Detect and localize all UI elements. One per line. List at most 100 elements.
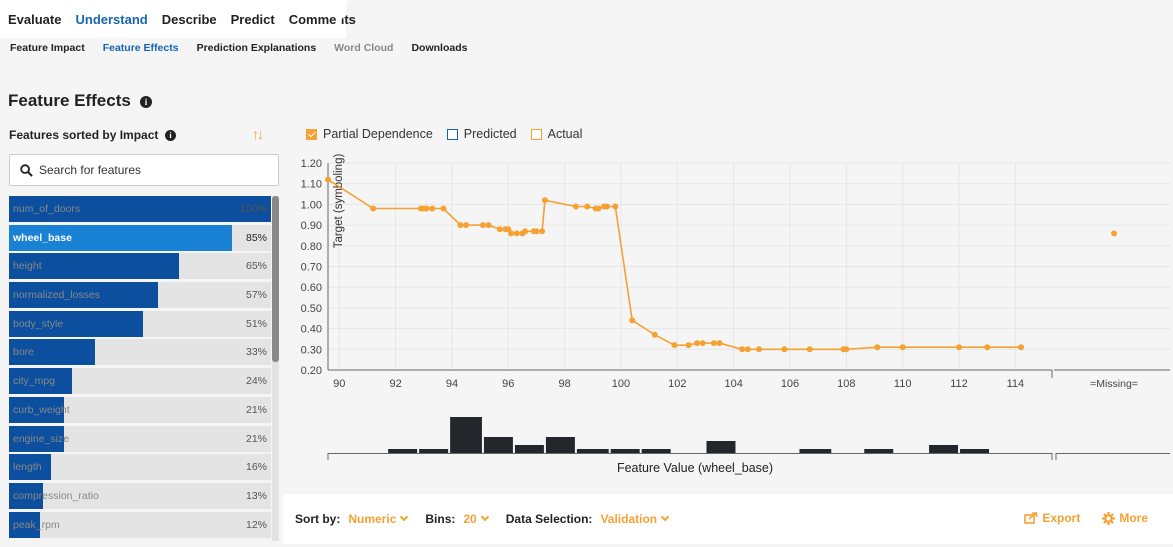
legend-actual-label: Actual xyxy=(547,127,583,141)
bottom-toolbar: Sort by: Numeric Bins: 20 Data Selection… xyxy=(283,494,1173,544)
y-axis-label: Target (symboling) xyxy=(333,154,345,249)
x-tick-label: 96 xyxy=(502,378,514,390)
feature-name: body_style xyxy=(13,317,64,330)
partial-dependence-point xyxy=(1018,344,1025,351)
partial-dependence-point xyxy=(694,340,701,347)
sort-by-value: Numeric xyxy=(348,512,397,526)
x-tick-label: 94 xyxy=(446,378,458,390)
partial-dependence-point xyxy=(485,222,492,229)
info-icon[interactable]: i xyxy=(140,96,152,108)
feature-row[interactable]: engine_size 21% xyxy=(9,425,271,452)
search-input[interactable] xyxy=(39,163,269,177)
partial-dependence-point xyxy=(874,344,881,351)
legend-partial-dependence[interactable]: Partial Dependence xyxy=(306,127,433,141)
partial-dependence-point xyxy=(440,205,447,212)
more-label: More xyxy=(1119,511,1148,525)
feature-name: height xyxy=(13,260,42,273)
gear-icon xyxy=(1102,511,1116,525)
subtab-word-cloud[interactable]: Word Cloud xyxy=(334,42,394,54)
x-tick-label: 106 xyxy=(781,378,799,390)
x-tick-label: 102 xyxy=(668,378,686,390)
feature-impact-pct: 16% xyxy=(245,461,267,474)
tab-predict[interactable]: Predict xyxy=(230,11,275,27)
y-tick-label: 0.40 xyxy=(301,324,322,336)
histogram-bar xyxy=(450,417,482,453)
feature-row[interactable]: body_style 51% xyxy=(9,310,271,337)
partial-dependence-point xyxy=(463,222,470,229)
bins-dropdown[interactable]: 20 xyxy=(463,512,489,526)
subtab-feature-impact[interactable]: Feature Impact xyxy=(10,42,85,54)
sort-direction-icon[interactable]: ↑↓ xyxy=(252,126,264,142)
tab-evaluate[interactable]: Evaluate xyxy=(8,11,62,27)
export-icon xyxy=(1024,512,1038,524)
partial-dependence-point xyxy=(899,344,906,351)
data-selection-label: Data Selection: xyxy=(505,512,593,526)
legend-partial-label: Partial Dependence xyxy=(323,127,433,141)
histogram-bar xyxy=(929,445,959,453)
top-nav-tail xyxy=(336,0,348,38)
impact-bar xyxy=(9,511,41,538)
scrollbar-thumb[interactable] xyxy=(272,196,279,362)
sidebar-info-icon[interactable]: i xyxy=(165,130,176,141)
partial-dependence-point xyxy=(513,230,520,237)
partial-dependence-point xyxy=(685,342,692,349)
impact-bar xyxy=(9,454,51,481)
subtab-prediction-explanations[interactable]: Prediction Explanations xyxy=(196,42,317,54)
subtab-downloads[interactable]: Downloads xyxy=(411,42,468,54)
feature-impact-pct: 57% xyxy=(245,289,267,302)
partial-dependence-point xyxy=(325,176,331,183)
feature-row[interactable]: bore 33% xyxy=(9,339,271,366)
partial-dependence-point xyxy=(539,228,546,235)
feature-name: bore xyxy=(13,346,35,359)
partial-dependence-point xyxy=(629,317,636,324)
actual-checkbox[interactable] xyxy=(530,128,542,140)
tab-understand[interactable]: Understand xyxy=(75,11,148,27)
feature-list: num_of_doors 100% wheel_base 85% height 65% no… xyxy=(9,196,271,541)
feature-row[interactable]: wheel_base 85% xyxy=(9,224,271,251)
partial-dependence-point xyxy=(984,344,991,351)
impact-bar xyxy=(9,396,65,423)
histogram-bar xyxy=(419,449,449,453)
feature-row[interactable]: curb_weight 21% xyxy=(9,396,271,423)
feature-name: city_mpg xyxy=(13,375,56,388)
partial-dependence-point xyxy=(423,205,430,212)
impact-bar xyxy=(9,224,232,251)
feature-row[interactable]: normalized_losses 57% xyxy=(9,282,271,309)
feature-impact-pct: 21% xyxy=(245,403,267,416)
legend-predicted[interactable]: Predicted xyxy=(446,127,517,141)
sort-by-dropdown[interactable]: Numeric xyxy=(348,512,409,526)
y-tick-label: 0.70 xyxy=(301,262,322,274)
data-selection-dropdown[interactable]: Validation xyxy=(600,512,670,526)
predicted-checkbox[interactable] xyxy=(446,128,458,140)
scrollbar-track[interactable] xyxy=(272,196,279,541)
y-tick-label: 1.10 xyxy=(301,179,322,191)
x-tick-label: 114 xyxy=(1007,378,1025,390)
impact-bar xyxy=(9,425,65,452)
feature-row[interactable]: num_of_doors 100% xyxy=(9,196,271,222)
top-nav: Evaluate Understand Describe Predict Com… xyxy=(0,0,356,38)
export-button[interactable]: Export xyxy=(1024,511,1080,525)
feature-row[interactable]: compression_ratio 13% xyxy=(9,482,271,509)
partial-dependence-point xyxy=(739,346,746,353)
feature-impact-pct: 51% xyxy=(245,317,267,330)
x-tick-label: 104 xyxy=(724,378,742,390)
impact-bar xyxy=(9,368,72,395)
subtab-feature-effects[interactable]: Feature Effects xyxy=(102,42,179,54)
sort-by-label: Sort by: xyxy=(295,512,341,526)
tab-describe[interactable]: Describe xyxy=(161,11,217,27)
feature-row[interactable]: city_mpg 24% xyxy=(9,368,271,395)
histogram-bar xyxy=(483,437,513,453)
bins-label: Bins: xyxy=(425,512,456,526)
toolbar-actions: Export More xyxy=(1002,511,1148,525)
feature-row[interactable]: length 16% xyxy=(9,454,271,481)
feature-name: wheel_base xyxy=(13,231,72,244)
legend-actual[interactable]: Actual xyxy=(530,127,583,141)
feature-name: num_of_doors xyxy=(13,203,81,215)
feature-row[interactable]: peak_rpm 12% xyxy=(9,511,271,538)
x-tick-label: 92 xyxy=(389,378,401,390)
x-tick-label: 110 xyxy=(894,378,912,390)
more-button[interactable]: More xyxy=(1102,511,1148,525)
partial-dependence-point xyxy=(584,203,591,210)
partial-dependence-checkbox[interactable] xyxy=(306,128,317,140)
feature-row[interactable]: height 65% xyxy=(9,253,271,280)
